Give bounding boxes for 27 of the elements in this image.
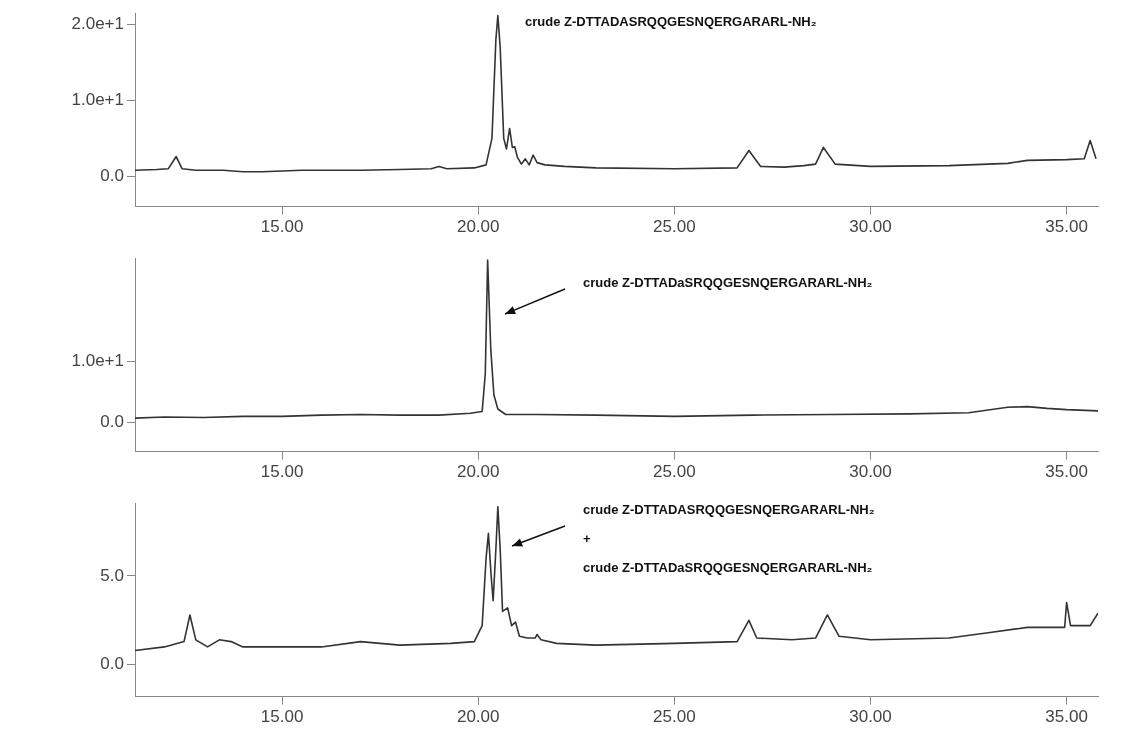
- y-tick-label: 5.0: [100, 565, 124, 585]
- x-tick-label: 25.00: [653, 707, 696, 727]
- x-tick-label: 15.00: [260, 217, 304, 237]
- y-tick-label: 1.0e+1: [71, 90, 124, 110]
- annotation: crude Z-DTTADASRQQGESNQERGARARL-NH₂: [525, 13, 817, 29]
- x-tick-label: 30.00: [849, 462, 892, 482]
- x-tick-label: 20.00: [456, 462, 500, 482]
- annotation: crude Z-DTTADaSRQQGESNQERGARARL-NH₂: [583, 559, 873, 575]
- x-tick-label: 30.00: [849, 707, 892, 727]
- y-tick-label: 0.0: [100, 654, 124, 674]
- x-tick-label: 20.00: [456, 707, 500, 727]
- x-tick-label: 20.00: [456, 217, 500, 237]
- annotation: crude Z-DTTADaSRQQGESNQERGARARL-NH₂: [583, 274, 873, 290]
- x-tick-label: 35.00: [1045, 462, 1088, 482]
- x-tick-label: 30.00: [849, 217, 892, 237]
- annotation: crude Z-DTTADASRQQGESNQERGARARL-NH₂: [583, 501, 875, 517]
- annotation: +: [583, 530, 591, 546]
- y-tick-label: 2.0e+1: [71, 14, 124, 34]
- x-tick-label: 35.00: [1045, 217, 1088, 237]
- y-tick-label: 0.0: [100, 412, 124, 432]
- y-tick-label: 1.0e+1: [71, 351, 124, 371]
- x-tick-label: 15.00: [260, 462, 304, 482]
- y-tick-label: 0.0: [100, 165, 124, 185]
- x-tick-label: 15.00: [260, 707, 304, 727]
- x-tick-label: 25.00: [653, 217, 696, 237]
- x-tick-label: 25.00: [653, 462, 696, 482]
- x-tick-label: 35.00: [1045, 707, 1088, 727]
